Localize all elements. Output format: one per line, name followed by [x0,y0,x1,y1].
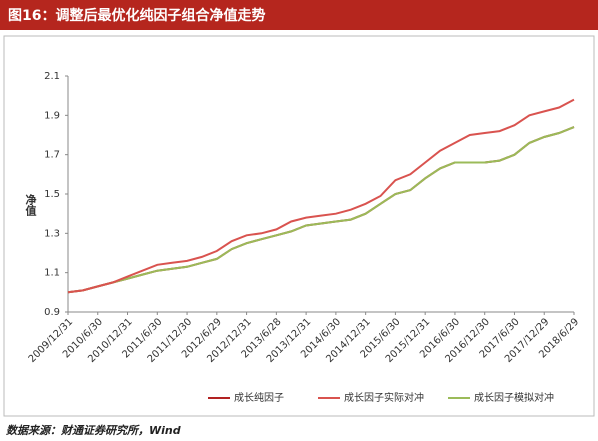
y-tick-label: 2.1 [44,71,60,82]
chart-title: 图16：调整后最优化纯因子组合净值走势 [8,7,265,24]
y-tick-label: 1.1 [44,268,60,279]
y-axis-label: 净值 [24,193,37,217]
frame [3,35,595,417]
y-tick-label: 1.5 [44,189,60,200]
y-tick-label: 0.9 [44,307,60,318]
title-bar [0,0,598,30]
series-line [67,126,575,294]
source: 数据来源：财通证券研究所，Wind [6,424,181,437]
y-tick-label: 1.7 [44,150,60,161]
legend-label: 成长因子实际对冲 [344,391,424,404]
y-tick-label: 1.9 [44,110,60,121]
series-line [67,126,575,294]
y-tick-label: 1.3 [44,228,60,239]
legend-label: 成长因子模拟对冲 [474,391,554,404]
series-line [67,98,575,294]
legend-label: 成长纯因子 [234,391,284,404]
